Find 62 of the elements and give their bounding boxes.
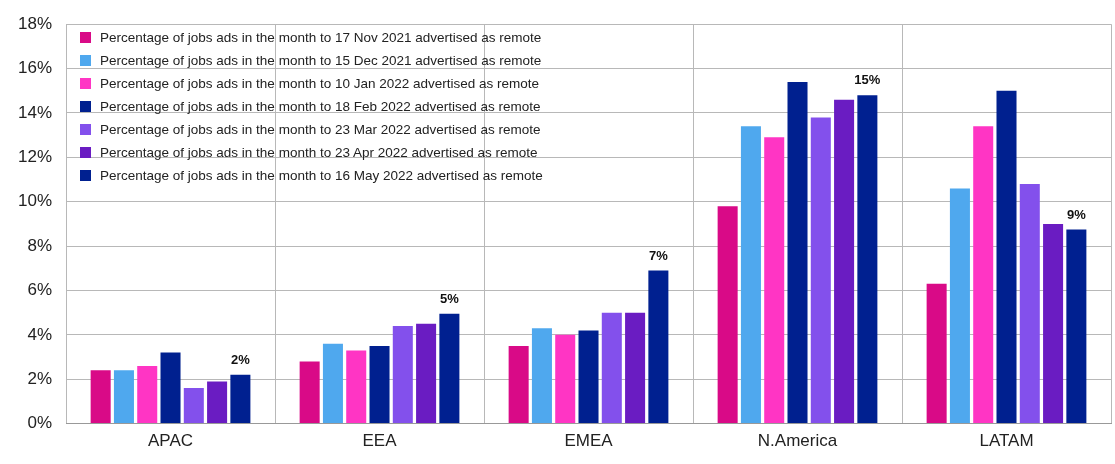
bar [949,188,970,424]
bar [787,81,808,424]
bar [810,117,831,424]
bar [834,99,855,424]
legend-label: Percentage of jobs ads in the month to 17 Nov 2021 advertised as remote [100,30,542,46]
bar [740,126,761,424]
bar [160,352,181,424]
bar [113,370,134,424]
bar [578,330,599,424]
y-tick-label: 4% [27,324,53,344]
data-label: 15% [854,72,881,88]
bar [1043,223,1064,424]
y-tick-label: 10% [17,191,53,211]
bar [90,370,111,424]
legend-label: Percentage of jobs ads in the month to 18 Feb 2022 advertised as remote [100,99,541,115]
x-tick-label: LATAM [979,431,1034,451]
legend-label: Percentage of jobs ads in the month to 16 May 2022 advertised as remote [100,168,543,184]
bar [996,90,1017,424]
y-tick-label: 18% [17,13,53,33]
bar [601,312,622,424]
bar [764,137,785,424]
bar [648,270,669,424]
y-tick-label: 14% [17,102,53,122]
bar [369,345,390,424]
data-label: 9% [1066,206,1087,222]
legend-label: Percentage of jobs ads in the month to 15 Dec 2021 advertised as remote [100,53,542,69]
data-label: 5% [439,290,460,306]
bar [973,126,994,424]
bar [392,325,413,424]
bar [346,350,367,424]
data-label: 7% [648,247,669,263]
bar [857,95,878,424]
bar [508,345,529,424]
y-tick-label: 8% [27,235,53,255]
bar [137,365,158,424]
y-tick-label: 0% [27,413,53,433]
bar [1066,229,1087,424]
bar [531,328,552,424]
bar [439,313,460,424]
bar [555,334,576,424]
bar [1019,183,1040,424]
x-tick-label: N.America [757,431,838,451]
y-tick-label: 2% [27,368,53,388]
bar [416,323,437,424]
bar [322,343,343,424]
data-label: 2% [230,351,251,367]
y-tick-label: 12% [17,147,53,167]
y-tick-label: 16% [17,58,53,78]
legend-label: Percentage of jobs ads in the month to 23 Mar 2022 advertised as remote [100,122,541,138]
bar [299,361,320,424]
legend-label: Percentage of jobs ads in the month to 10 Jan 2022 advertised as remote [100,76,540,92]
bar [926,283,947,424]
x-tick-label: EMEA [564,431,614,451]
legend-label: Percentage of jobs ads in the month to 23 Apr 2022 advertised as remote [100,145,538,161]
bar [625,312,646,424]
x-tick-label: EEA [362,431,398,451]
bar [717,206,738,424]
y-tick-label: 6% [27,280,53,300]
x-tick-label: APAC [148,431,194,451]
bar [207,381,228,424]
bar [230,374,251,424]
bar [183,388,204,424]
